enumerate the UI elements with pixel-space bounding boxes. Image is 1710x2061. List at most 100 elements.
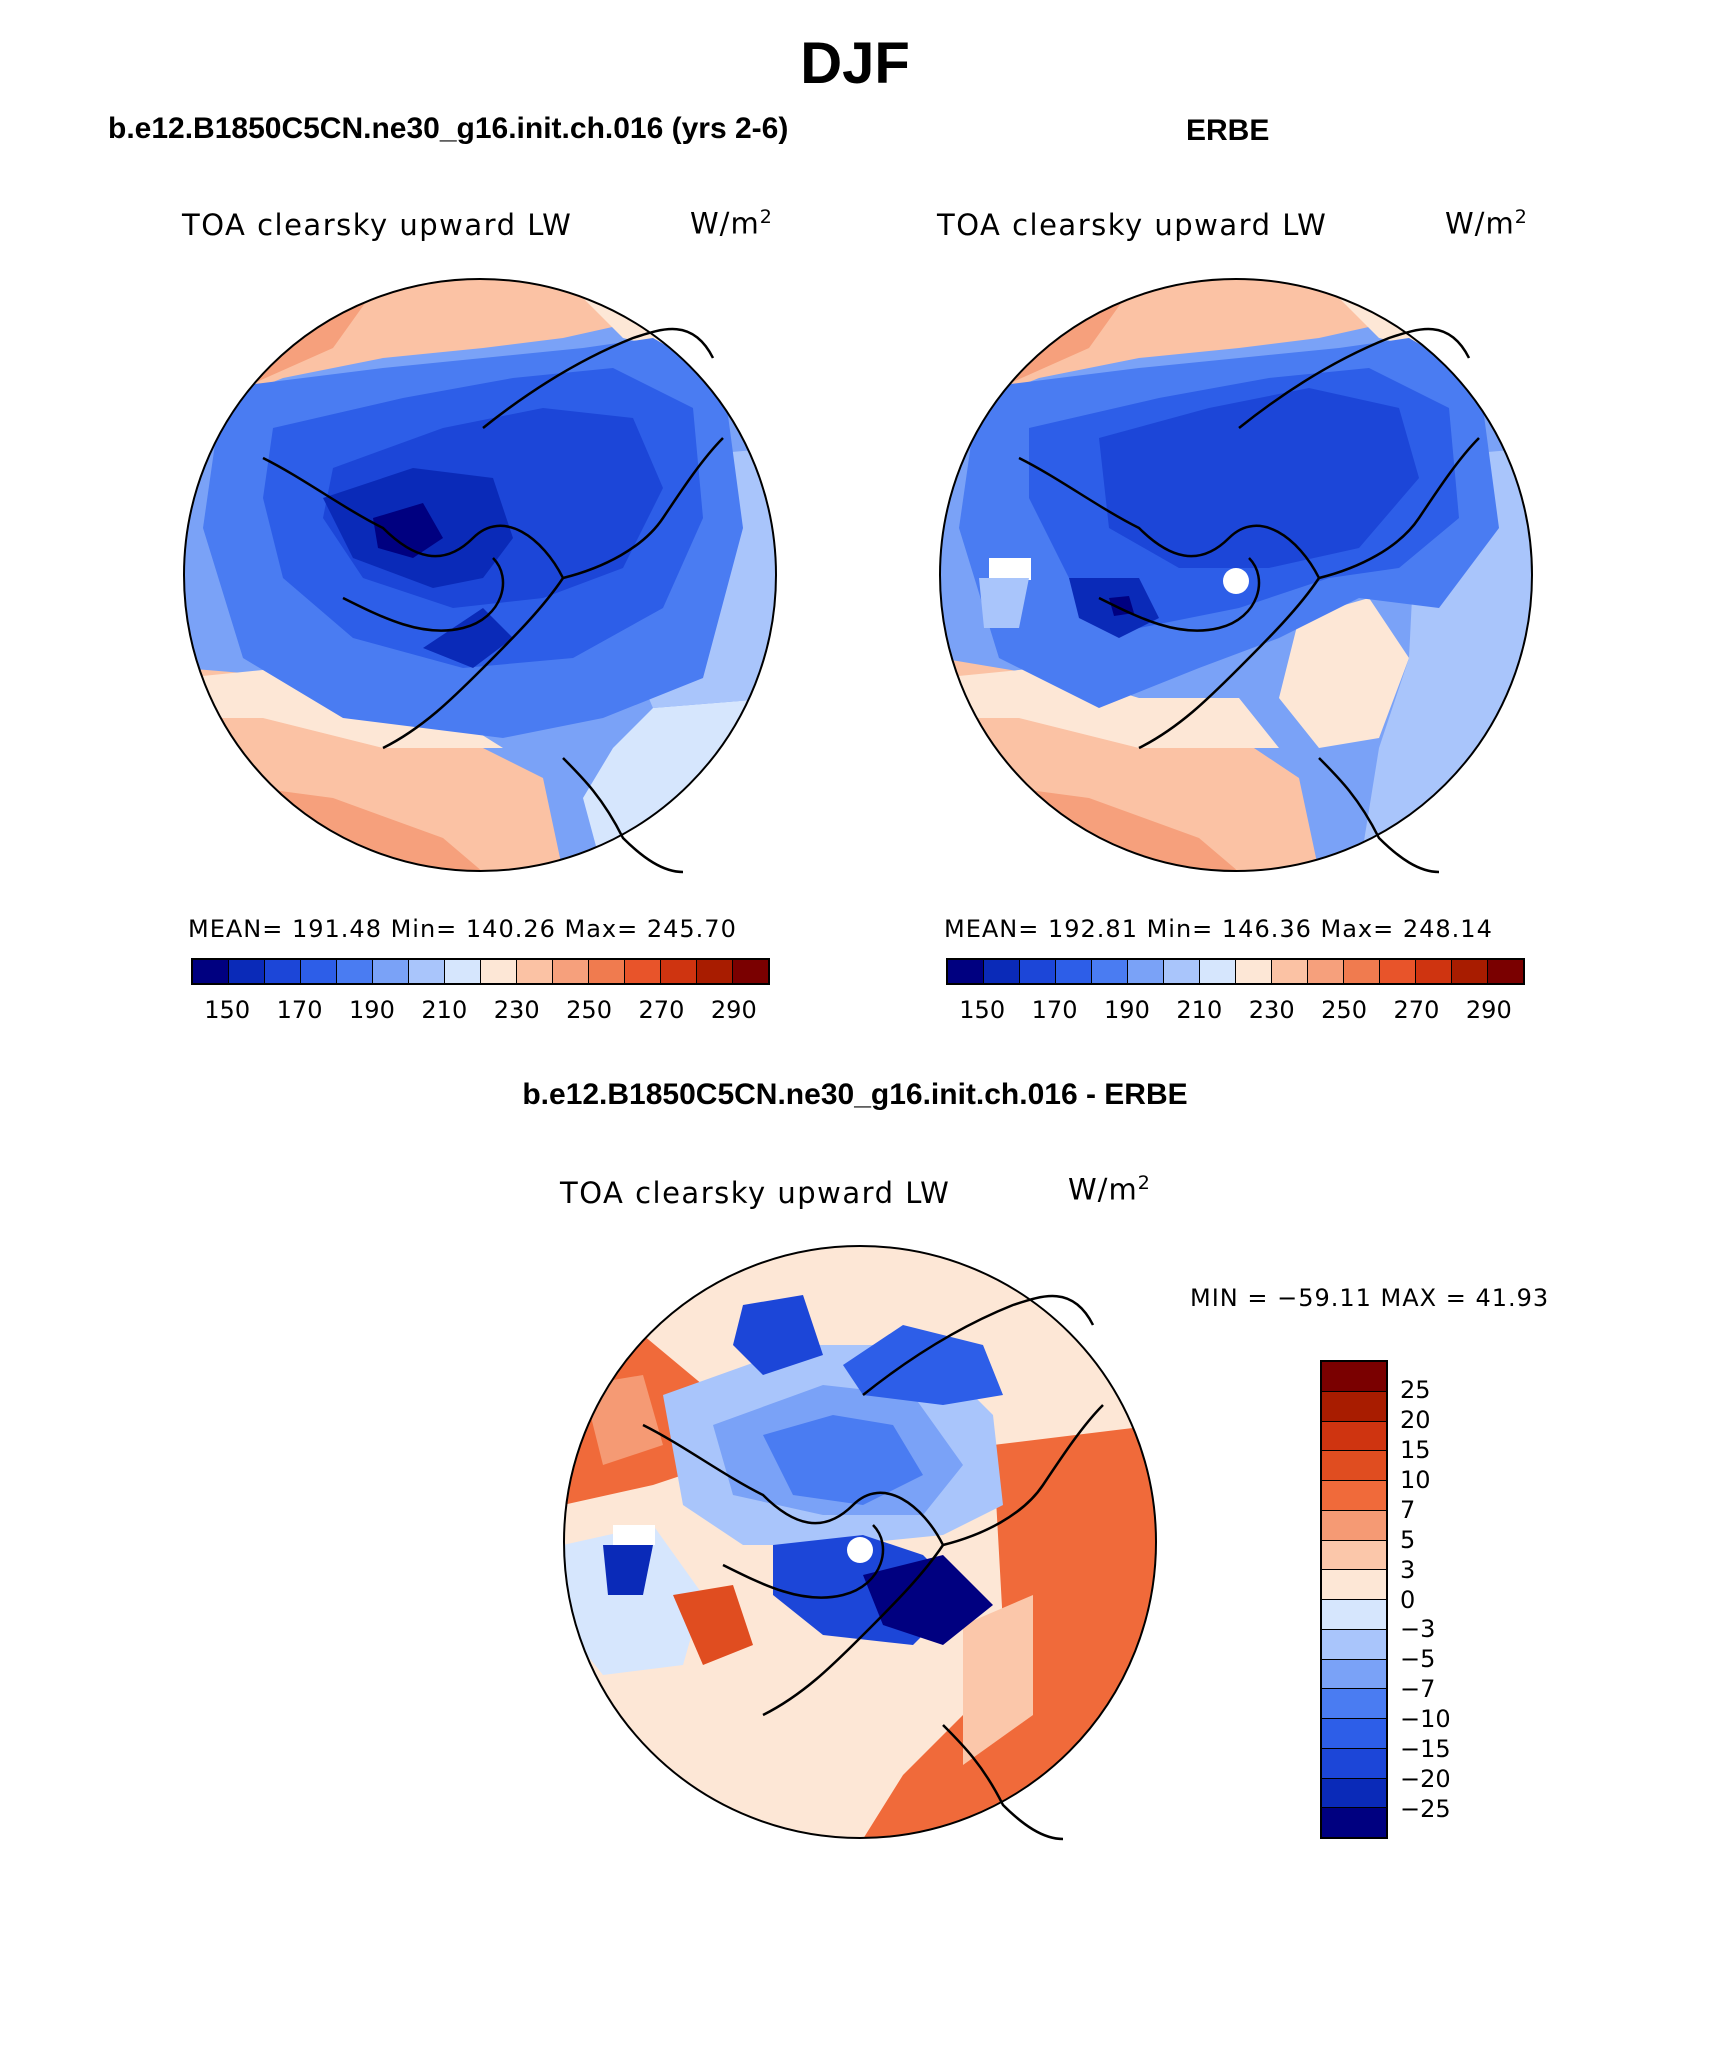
panel2-polar-map [939,278,1533,874]
colorbar-swatch [1322,1421,1386,1452]
diff-field-kara [863,1555,993,1645]
colorbar-tick-label: 190 [1104,996,1150,1024]
diff-missing-patch [613,1525,655,1545]
colorbar-swatch [373,960,409,983]
panel2-variable-label: TOA clearsky upward LW [937,208,1328,242]
diff-field-alaska [733,1295,823,1375]
panel1-stats: MEAN= 191.48 Min= 140.26 Max= 245.70 [188,915,737,943]
colorbar-tick-label: −3 [1400,1615,1436,1644]
colorbar-swatch [1322,1540,1386,1571]
colorbar-tick-label: 3 [1400,1555,1416,1584]
panel2-stats: MEAN= 192.81 Min= 146.36 Max= 248.14 [944,915,1493,943]
panel2-colorbar [946,958,1525,985]
colorbar-swatch [1322,1629,1386,1660]
colorbar-swatch [193,960,229,983]
colorbar-swatch [301,960,337,983]
diff-field-pacific-pale [583,1375,663,1465]
diff-map-border [563,1245,1157,1839]
diff-variable-label: TOA clearsky upward LW [560,1176,951,1210]
diff-field-labrador [564,1525,703,1675]
panel1-coastlines [262,327,724,874]
colorbar-swatch [229,960,265,983]
colorbar-swatch [1322,1481,1386,1511]
colorbar-swatch [589,960,625,983]
diff-field-arctic-core [763,1415,923,1505]
colorbar-tick-label: 0 [1400,1585,1416,1614]
colorbar-tick-label: 20 [1400,1405,1431,1434]
colorbar-tick-label: 170 [276,996,323,1024]
diff-panel-title: b.e12.B1850C5CN.ne30_g16.init.ch.016 - E… [522,1078,1188,1111]
colorbar-swatch [1092,960,1128,983]
panel1-colorbar [191,958,770,985]
diff-polar-map [563,1245,1157,1841]
panel1-field-greenland-core [373,503,443,558]
colorbar-tick-label: 5 [1400,1525,1416,1554]
colorbar-tick-label: 290 [1465,996,1512,1024]
colorbar-tick-label: 15 [1400,1435,1431,1464]
panel2-field-atlantic-pale [940,668,1279,748]
colorbar-tick-label: −25 [1400,1795,1451,1824]
colorbar-tick-label: 210 [421,996,468,1024]
colorbar-swatch [1322,1808,1386,1837]
colorbar-swatch [517,960,553,983]
colorbar-swatch [948,960,984,983]
colorbar-swatch [1322,1659,1386,1690]
colorbar-tick-label: 210 [1176,996,1223,1024]
colorbar-tick-label: −10 [1400,1705,1451,1734]
colorbar-swatch [1380,960,1416,983]
panel1-map-border [183,278,777,872]
panel2-field-arctic-core [1099,388,1419,568]
colorbar-tick-label: −20 [1400,1765,1451,1794]
panel2-title: ERBE [1186,114,1270,147]
colorbar-swatch [1322,1748,1386,1779]
colorbar-tick-label: 230 [1248,996,1295,1024]
panel1-title: b.e12.B1850C5CN.ne30_g16.init.ch.016 (yr… [108,112,789,145]
colorbar-swatch [1452,960,1488,983]
colorbar-tick-label: −7 [1400,1675,1436,1704]
diff-units: W/m2 [1068,1172,1151,1207]
panel2-coastlines [1018,327,1480,874]
colorbar-tick-label: 270 [1393,996,1440,1024]
diff-field-greenland-edge [673,1585,753,1665]
colorbar-swatch [625,960,661,983]
diff-coastlines [642,1294,1104,1841]
colorbar-swatch [1322,1510,1386,1541]
diff-field-siberia [843,1325,1003,1405]
diff-field-hudson [603,1545,653,1595]
panel1-units: W/m2 [690,206,773,241]
colorbar-swatch [1322,1778,1386,1809]
colorbar-swatch [445,960,481,983]
panel1-field-greenland-south [423,608,513,668]
colorbar-swatch [1272,960,1308,983]
diff-colorbar [1320,1360,1388,1839]
colorbar-tick-label: 25 [1400,1375,1431,1404]
panel2-pole-hole [1223,568,1249,594]
colorbar-swatch [1322,1689,1386,1719]
panel2-units: W/m2 [1445,206,1528,241]
panel2-map-border [939,278,1533,872]
diff-pole-hole [847,1537,873,1563]
panel2-missing-patch [989,558,1031,580]
colorbar-tick-label: −5 [1400,1645,1436,1674]
colorbar-tick-label: 10 [1400,1465,1431,1494]
figure-title: DJF [800,31,910,96]
colorbar-swatch [1128,960,1164,983]
diff-field-atlantic-edge [963,1595,1033,1765]
colorbar-swatch [265,960,301,983]
colorbar-swatch [1164,960,1200,983]
colorbar-swatch [1322,1362,1386,1392]
colorbar-swatch [697,960,733,983]
colorbar-tick-label: 270 [638,996,685,1024]
colorbar-swatch [337,960,373,983]
panel2-field-europe [1279,598,1409,748]
diff-stats: MIN = −59.11 MAX = 41.93 [1190,1284,1550,1312]
panel1-variable-label: TOA clearsky upward LW [182,208,573,242]
colorbar-tick-label: 170 [1031,996,1078,1024]
panel1-polar-map [183,278,777,874]
colorbar-swatch [1308,960,1344,983]
panel2-field-hudson [979,578,1029,628]
colorbar-swatch [481,960,517,983]
colorbar-swatch [1416,960,1452,983]
colorbar-swatch [1322,1451,1386,1481]
colorbar-tick-label: 7 [1400,1495,1416,1524]
